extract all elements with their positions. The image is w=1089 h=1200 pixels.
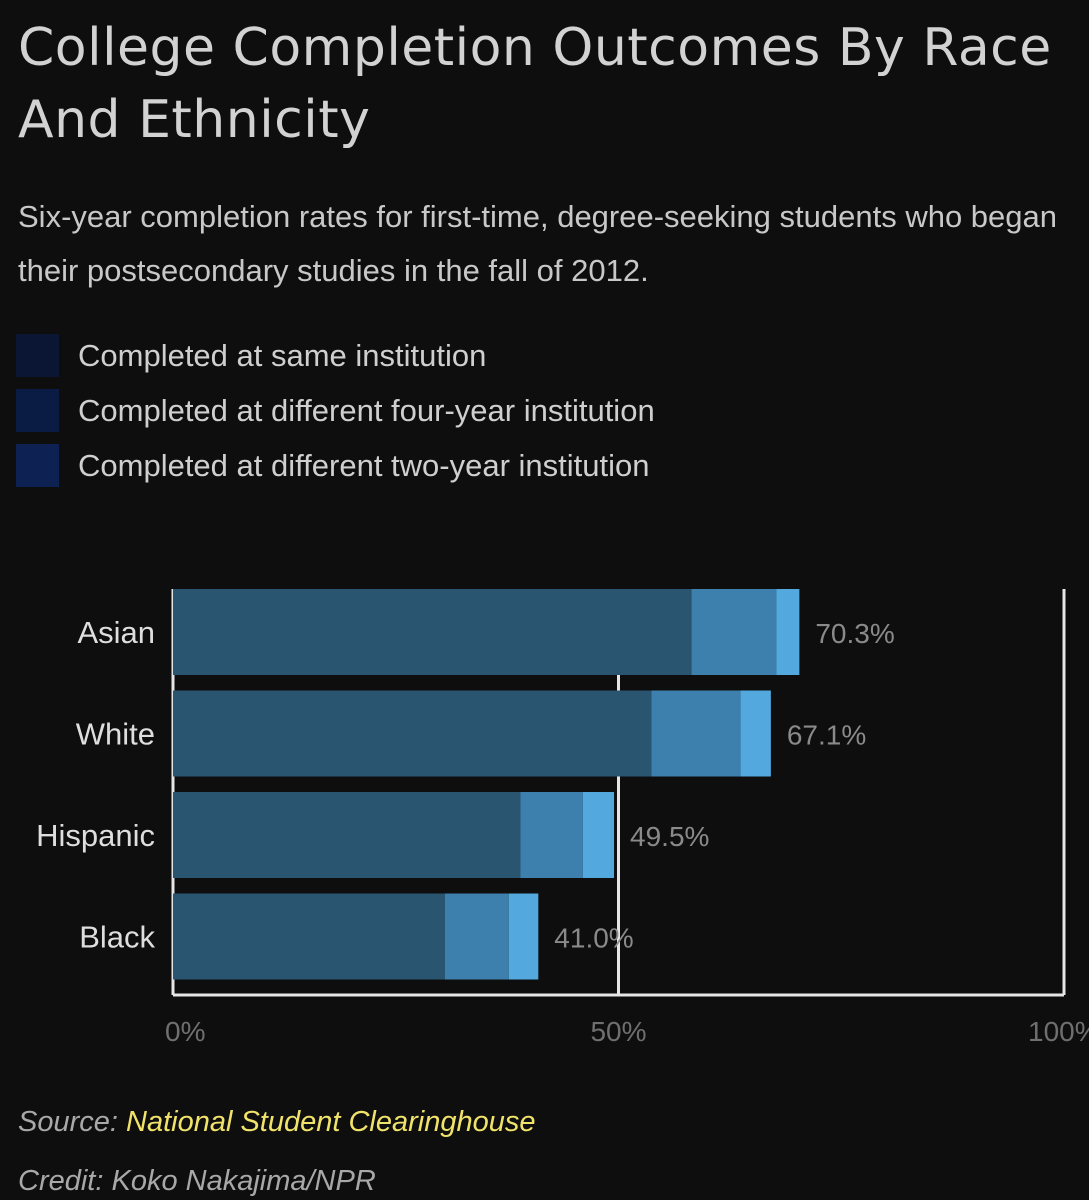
category-label: Hispanic <box>36 818 155 853</box>
total-label: 70.3% <box>815 618 894 649</box>
bar-chart: Asian 70.3% White 67.1% Hispanic 49.5% Black 41… <box>36 589 1089 1047</box>
bar-hispanic-segment-2 <box>582 792 615 878</box>
chart-title: College Completion Outcomes By Race And … <box>18 18 1052 150</box>
bar-black-segment-1 <box>444 893 509 980</box>
source-line: Source: National Student Clearinghouse <box>18 1106 536 1139</box>
bar-hispanic-segment-1 <box>520 792 583 878</box>
source-prefix: Source: <box>18 1106 126 1138</box>
x-tick-label: 0% <box>165 1016 205 1047</box>
bar-black-segment-0 <box>173 893 445 980</box>
bar-asian-segment-1 <box>691 589 777 675</box>
legend-label-four-year: Completed at different four-year institu… <box>78 393 655 428</box>
chart-subtitle: Six-year completion rates for first-time… <box>18 199 1057 288</box>
bar-white-segment-2 <box>740 690 771 777</box>
bar-white-segment-1 <box>651 690 741 777</box>
bar-asian-segment-0 <box>173 589 692 675</box>
total-label: 49.5% <box>630 821 709 852</box>
credit-line: Credit: Koko Nakajima/NPR <box>18 1165 376 1197</box>
category-label: Asian <box>77 615 155 650</box>
category-label: Black <box>79 920 155 955</box>
bar-white-segment-0 <box>173 690 652 777</box>
x-tick-label: 50% <box>590 1016 646 1047</box>
legend-label-same-institution: Completed at same institution <box>78 338 487 373</box>
bar-asian-segment-2 <box>776 589 800 675</box>
legend-swatch-two-year <box>16 444 59 487</box>
total-label: 67.1% <box>787 720 866 751</box>
bar-hispanic-segment-0 <box>173 792 521 878</box>
x-tick-label: 100% <box>1028 1016 1089 1047</box>
category-label: White <box>76 717 155 752</box>
source-link[interactable]: National Student Clearinghouse <box>126 1106 536 1138</box>
legend-label-two-year: Completed at different two-year institut… <box>78 448 650 483</box>
legend-swatch-same-institution <box>16 334 59 377</box>
legend-swatch-four-year <box>16 389 59 432</box>
total-label: 41.0% <box>554 923 633 954</box>
bar-black-segment-2 <box>508 893 539 980</box>
